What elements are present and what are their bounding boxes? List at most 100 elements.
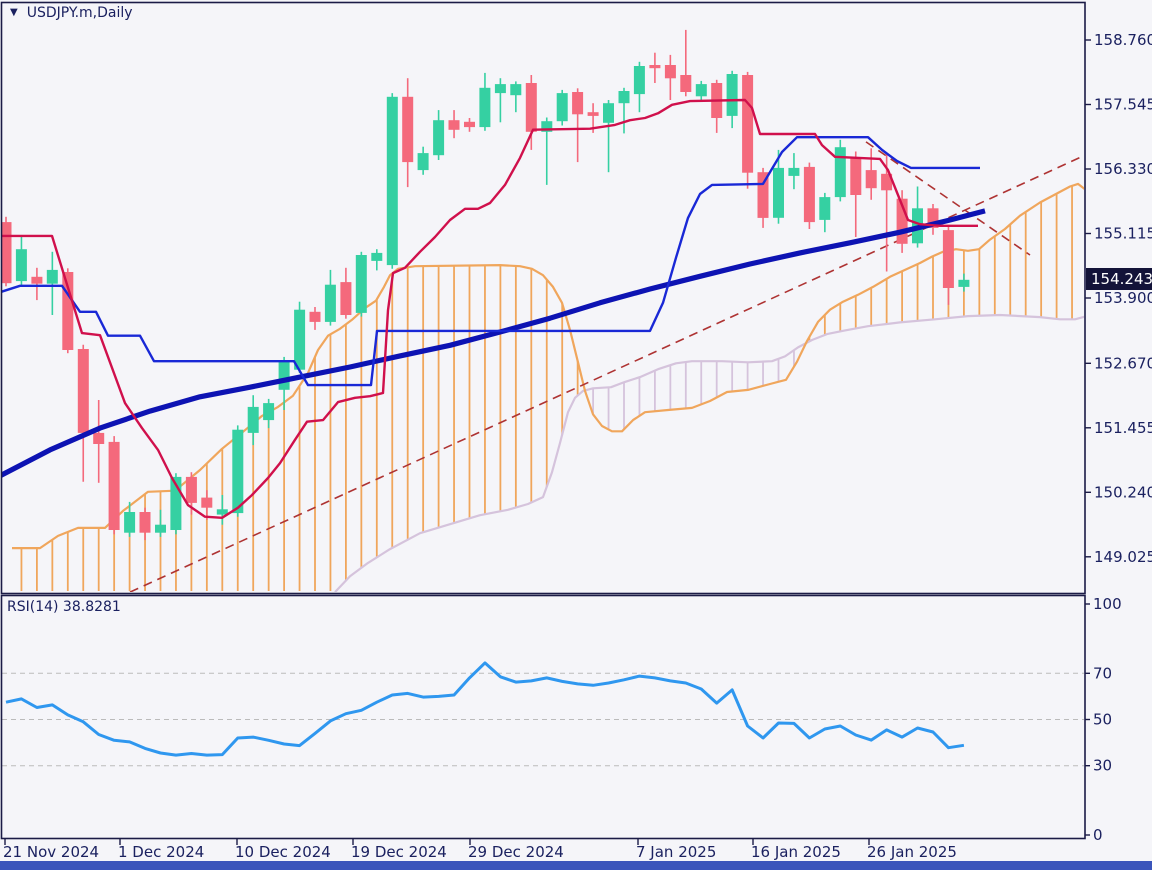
time-axis-label: 19 Dec 2024 xyxy=(351,843,447,861)
bear-candle[interactable] xyxy=(93,432,105,444)
bear-candle[interactable] xyxy=(649,65,661,69)
bear-candle[interactable] xyxy=(850,158,862,195)
bull-candle[interactable] xyxy=(695,84,707,97)
price-axis-label: 153.900 xyxy=(1094,289,1152,307)
rsi-axis-label: 30 xyxy=(1093,757,1112,775)
bull-candle[interactable] xyxy=(15,249,27,282)
bull-candle[interactable] xyxy=(46,269,58,284)
bull-candle[interactable] xyxy=(294,309,306,370)
bull-candle[interactable] xyxy=(510,84,522,96)
senkou-span-a-line xyxy=(334,313,1084,592)
bull-candle[interactable] xyxy=(155,524,166,533)
bear-candle[interactable] xyxy=(757,172,769,218)
rsi-panel[interactable] xyxy=(2,661,1085,767)
bull-candle[interactable] xyxy=(216,509,228,515)
bull-candle[interactable] xyxy=(371,252,383,261)
rsi-axis-label: 100 xyxy=(1093,595,1122,613)
collapse-triangle-icon[interactable]: ▼ xyxy=(10,7,18,18)
bull-candle[interactable] xyxy=(355,255,367,313)
bull-candle[interactable] xyxy=(170,476,182,530)
chart-title-bar: ▼ USDJPY.m,Daily xyxy=(10,5,133,21)
bear-candle[interactable] xyxy=(881,173,893,191)
price-axis-label: 157.545 xyxy=(1094,96,1152,114)
tenkan-sen-line xyxy=(2,98,978,519)
bull-candle[interactable] xyxy=(278,360,290,390)
time-axis-label: 16 Jan 2025 xyxy=(751,843,841,861)
bear-candle[interactable] xyxy=(525,83,537,132)
main-price-panel[interactable] xyxy=(0,29,1085,592)
bull-candle[interactable] xyxy=(819,197,831,220)
bull-candle[interactable] xyxy=(263,403,275,421)
current-price-tag: 154.243 xyxy=(1086,268,1152,290)
bull-candle[interactable] xyxy=(494,84,506,94)
rsi-axis[interactable]: 100 70 50 30 0 xyxy=(1085,595,1122,844)
bull-candle[interactable] xyxy=(958,279,970,287)
bear-candle[interactable] xyxy=(587,112,599,116)
time-axis-label: 7 Jan 2025 xyxy=(636,843,716,861)
price-axis-label: 151.455 xyxy=(1094,419,1152,437)
bear-candle[interactable] xyxy=(942,230,954,288)
bear-candle[interactable] xyxy=(896,198,908,244)
price-axis-label: 155.115 xyxy=(1094,225,1152,243)
bear-candle[interactable] xyxy=(340,282,352,315)
bear-candle[interactable] xyxy=(185,476,197,503)
price-axis-label: 150.240 xyxy=(1094,483,1152,501)
bear-candle[interactable] xyxy=(62,272,74,350)
time-axis-label: 29 Dec 2024 xyxy=(468,843,564,861)
ichimoku-cloud xyxy=(12,182,1084,592)
rsi-line xyxy=(5,661,965,757)
chart-symbol-title: USDJPY.m,Daily xyxy=(26,5,133,21)
bull-candle[interactable] xyxy=(773,167,784,218)
bull-candle[interactable] xyxy=(603,103,614,123)
price-axis-label: 158.760 xyxy=(1094,31,1152,49)
price-axis-label: 152.670 xyxy=(1094,354,1152,372)
bear-candle[interactable] xyxy=(572,92,584,115)
bull-candle[interactable] xyxy=(324,284,336,322)
bear-candle[interactable] xyxy=(803,166,815,223)
time-axis[interactable]: 21 Nov 2024 1 Dec 2024 10 Dec 2024 19 Dec 2… xyxy=(3,838,957,862)
rsi-axis-label: 0 xyxy=(1093,826,1103,844)
bear-candle[interactable] xyxy=(680,75,692,92)
bull-candle[interactable] xyxy=(479,87,491,128)
bear-candle[interactable] xyxy=(139,512,151,533)
time-axis-label: 10 Dec 2024 xyxy=(235,843,331,861)
price-axis-label: 149.025 xyxy=(1094,548,1152,566)
bull-candle[interactable] xyxy=(834,147,846,198)
kijun-sen-line xyxy=(2,135,980,387)
rsi-axis-label: 70 xyxy=(1093,664,1112,682)
bull-candle[interactable] xyxy=(556,93,568,122)
bull-candle[interactable] xyxy=(232,429,244,514)
bull-candle[interactable] xyxy=(618,91,630,104)
bull-candle[interactable] xyxy=(433,120,445,156)
bear-candle[interactable] xyxy=(31,276,43,284)
bull-candle[interactable] xyxy=(417,153,429,171)
bear-candle[interactable] xyxy=(927,208,939,228)
bear-candle[interactable] xyxy=(1,222,12,284)
bull-candle[interactable] xyxy=(247,406,259,433)
bull-candle[interactable] xyxy=(541,121,553,132)
bull-candle[interactable] xyxy=(633,66,645,95)
bear-candle[interactable] xyxy=(865,170,877,189)
bull-candle[interactable] xyxy=(788,167,800,176)
bear-candle[interactable] xyxy=(664,65,676,79)
trendline-descending[interactable] xyxy=(865,141,1031,256)
bear-candle[interactable] xyxy=(309,311,321,322)
bull-candle[interactable] xyxy=(726,74,738,116)
bear-candle[interactable] xyxy=(201,497,213,508)
bear-candle[interactable] xyxy=(464,121,475,128)
bear-candle[interactable] xyxy=(742,75,754,173)
bear-candle[interactable] xyxy=(108,441,120,530)
time-axis-label: 26 Jan 2025 xyxy=(867,843,957,861)
bull-candle[interactable] xyxy=(124,512,136,533)
price-axis[interactable]: 158.760 157.545 156.330 155.115 153.900 152.6… xyxy=(1085,31,1152,566)
bear-candle[interactable] xyxy=(77,349,89,433)
bear-candle[interactable] xyxy=(402,96,414,163)
bear-candle[interactable] xyxy=(448,120,460,130)
time-axis-label: 21 Nov 2024 xyxy=(3,843,99,861)
bull-candle[interactable] xyxy=(386,96,398,266)
rsi-indicator-label: RSI(14) 38.8281 xyxy=(7,599,121,615)
rsi-axis-label: 50 xyxy=(1093,711,1112,729)
window-bottom-edge xyxy=(0,861,1152,870)
